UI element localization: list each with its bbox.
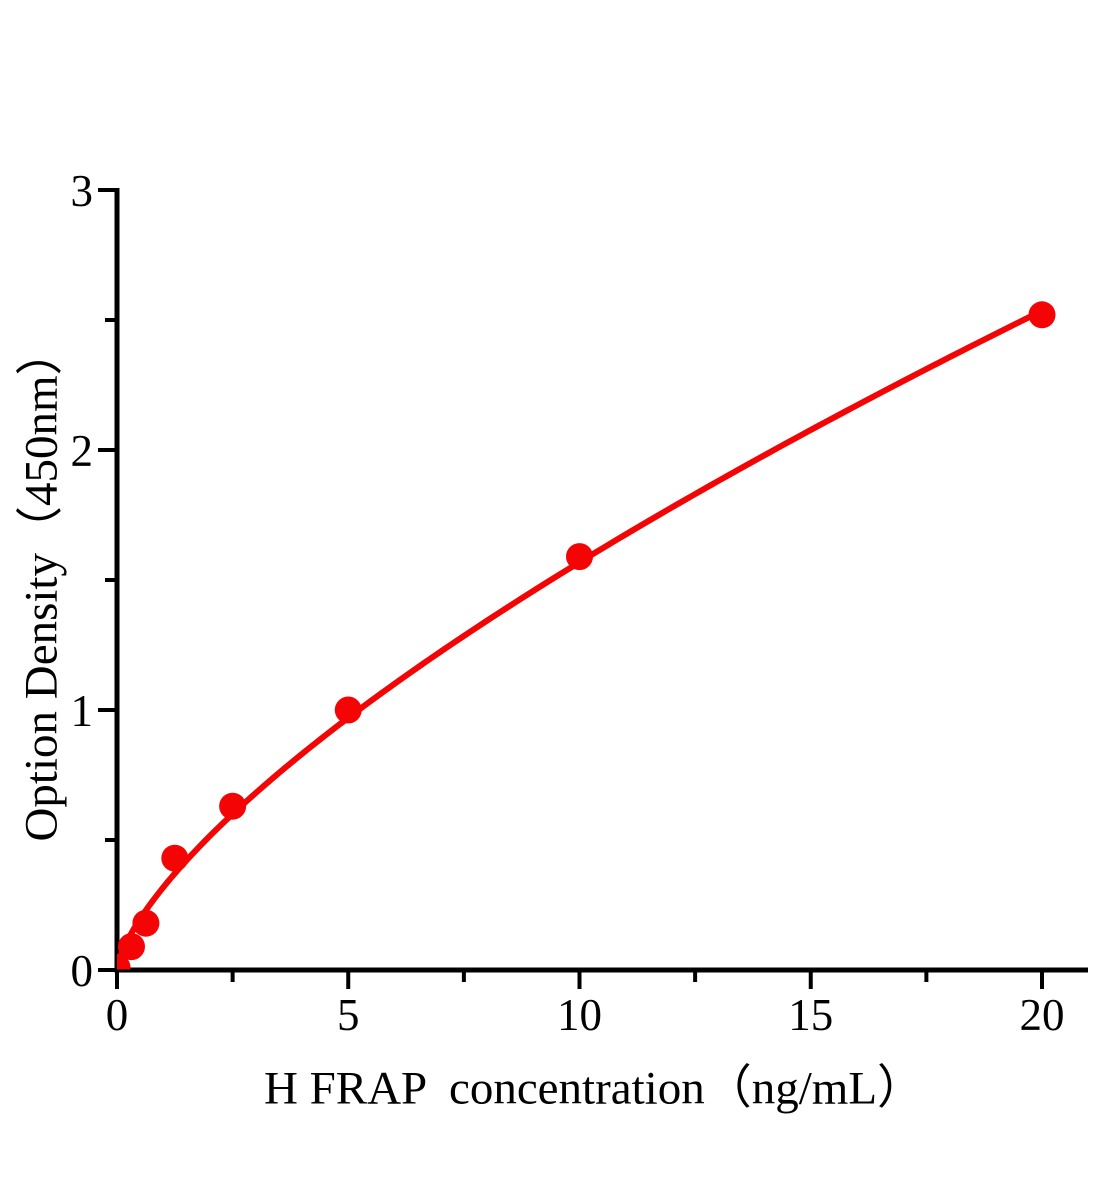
x-axis-tick-label: 20 bbox=[1020, 990, 1065, 1040]
data-point bbox=[161, 844, 189, 872]
y-axis-tick-label: 2 bbox=[71, 426, 94, 476]
y-axis-tick-label: 1 bbox=[71, 686, 94, 736]
y-axis-tick-label: 3 bbox=[71, 166, 94, 216]
data-point bbox=[117, 953, 131, 970]
data-point bbox=[334, 696, 362, 724]
fit-curve bbox=[117, 307, 1045, 970]
data-point bbox=[566, 543, 593, 571]
x-axis-tick-label: 15 bbox=[788, 990, 833, 1040]
data-point bbox=[132, 909, 160, 937]
x-axis-tick-label: 0 bbox=[106, 990, 129, 1040]
x-axis-tick-label: 10 bbox=[557, 990, 602, 1040]
y-axis-tick-label: 0 bbox=[71, 946, 94, 996]
data-point bbox=[219, 792, 247, 820]
x-axis-tick-label: 5 bbox=[337, 990, 360, 1040]
x-axis-title: H FRAP concentration（ng/mL） bbox=[263, 1062, 925, 1115]
plot-area bbox=[117, 301, 1056, 970]
data-point bbox=[1028, 301, 1056, 329]
y-axis-title: Option Density（450nm） bbox=[15, 328, 68, 842]
data-point bbox=[117, 933, 145, 961]
